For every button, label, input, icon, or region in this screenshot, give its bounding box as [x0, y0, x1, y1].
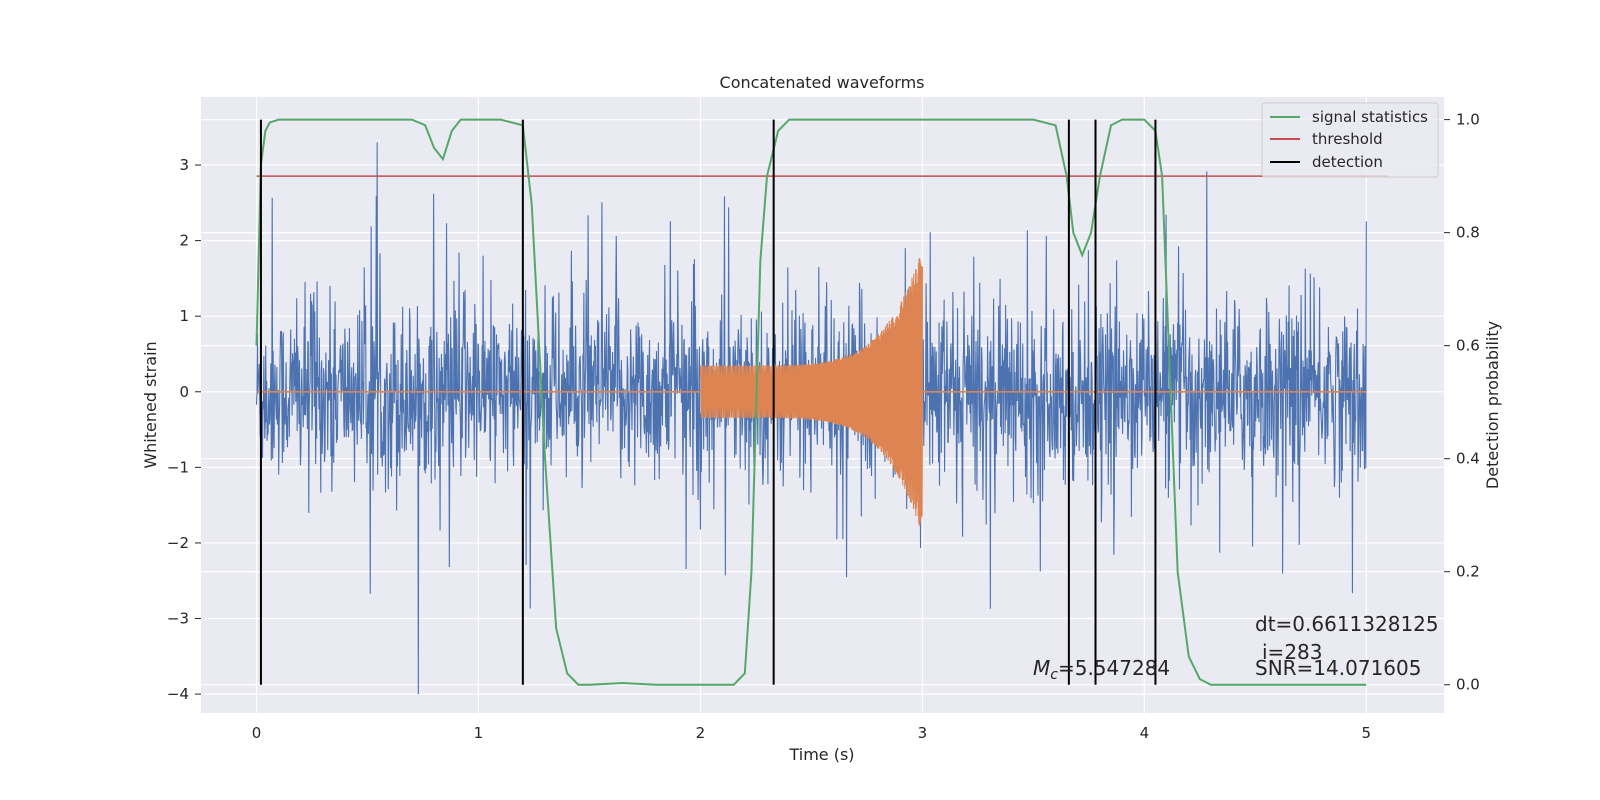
x-tick-label-0: 0	[252, 724, 262, 742]
y-tick-label-3: 0	[179, 383, 189, 401]
y-tick-label-5: −2	[167, 534, 189, 552]
x-tick-label-5: 5	[1362, 724, 1372, 742]
y2-tick-label-3: 0.4	[1456, 450, 1480, 468]
legend-label-signal-statistics: signal statistics	[1312, 108, 1428, 126]
x-tick-label-4: 4	[1140, 724, 1150, 742]
annotation-mc: Mc=5.547284	[1033, 656, 1170, 683]
y2-tick-label-4: 0.2	[1456, 563, 1480, 581]
y2-axis-label: Detection probability	[1483, 321, 1502, 489]
legend-box	[1261, 102, 1439, 178]
x-axis-ticks: 0 1 2 3 4 5	[252, 724, 1371, 742]
legend: signal statistics threshold detection	[1261, 102, 1439, 178]
y-tick-label-4: −1	[167, 458, 189, 476]
legend-label-detection: detection	[1312, 153, 1383, 171]
y-tick-label-7: −4	[167, 685, 189, 703]
x-tick-label-3: 3	[918, 724, 928, 742]
annotation-snr: SNR=14.071605	[1255, 656, 1421, 680]
y-tick-label-6: −3	[167, 610, 189, 628]
signal-statistics-path	[255, 118, 1367, 686]
y-axis-ticks: 3 2 1 0 −1 −2 −3 −4	[167, 156, 201, 703]
annotation-mc-value: =5.547284	[1058, 656, 1170, 680]
y2-tick-label-5: 0.0	[1456, 676, 1480, 694]
y2-axis-ticks: 1.0 0.8 0.6 0.4 0.2 0.0	[1444, 111, 1480, 694]
y2-tick-label-2: 0.6	[1456, 337, 1480, 355]
injection-trace	[256, 258, 1367, 526]
signal-statistics-line	[255, 118, 1367, 686]
detection-lines	[259, 119, 1157, 685]
y-tick-label-1: 2	[179, 232, 189, 250]
y-tick-label-2: 1	[179, 307, 189, 325]
legend-label-threshold: threshold	[1312, 130, 1383, 148]
chart-title: Concatenated waveforms	[720, 73, 925, 92]
annotation-i: i=283	[1262, 640, 1323, 664]
y2-tick-label-1: 0.8	[1456, 224, 1480, 242]
annotation-dt: dt=0.6611328125	[1255, 612, 1439, 636]
x-axis-label: Time (s)	[788, 745, 854, 764]
y-axis-label: Whitened strain	[141, 341, 160, 468]
y2-tick-label-0: 1.0	[1456, 111, 1480, 129]
x-tick-label-1: 1	[474, 724, 484, 742]
injection-chirp-path	[699, 258, 923, 526]
y-tick-label-0: 3	[179, 156, 189, 174]
x-tick-label-2: 2	[696, 724, 706, 742]
